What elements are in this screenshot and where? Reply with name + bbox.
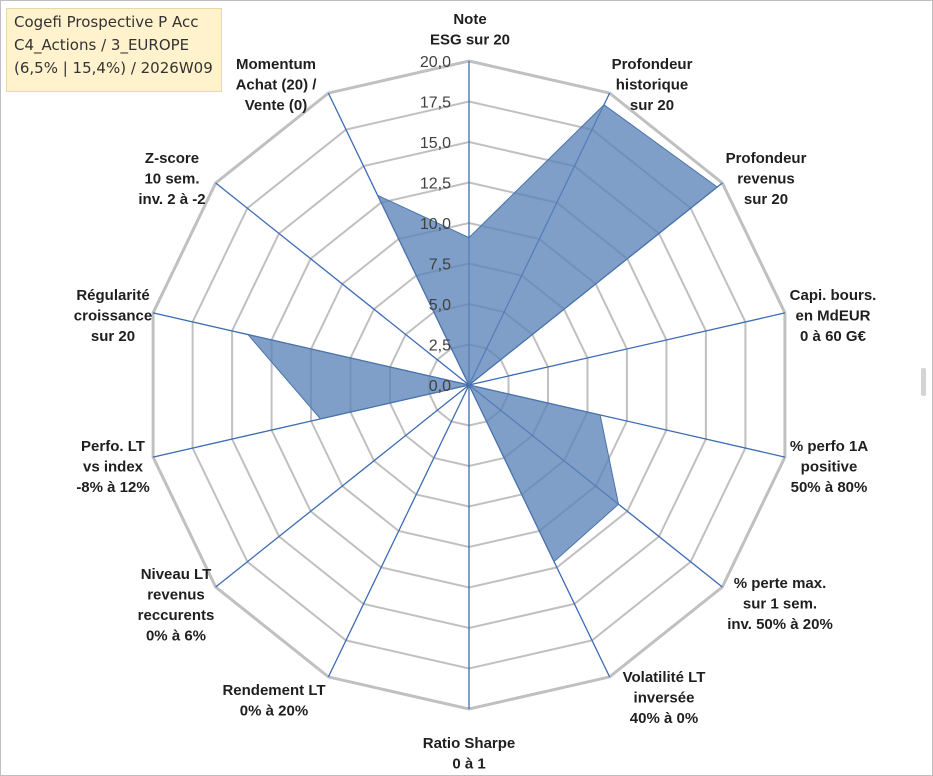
axis-label-line: 0 à 60 G€ [800, 328, 867, 345]
tick-label: 20,0 [420, 54, 451, 71]
tick-label: 12,5 [420, 176, 451, 193]
axis-label: % perfo 1A positive 50% à 80% [790, 438, 869, 496]
axis-label: Perfo. LT vs index -8% à 12% [76, 438, 149, 496]
axis-label-line: inversée [634, 690, 695, 707]
axis-label-line: revenus [147, 587, 205, 604]
axis-label-line: sur 1 sem. [743, 596, 817, 613]
axis-label-line: 0% à 20% [240, 703, 308, 720]
axis-label: Capi. bours. en MdEUR 0 à 60 G€ [790, 287, 877, 345]
axis-label-line: sur 20 [744, 191, 788, 208]
axis-label-line: Niveau LT [141, 566, 212, 583]
tick-label: 0,0 [429, 378, 451, 395]
axis-label-line: historique [616, 77, 689, 94]
axis-spoke [327, 384, 470, 678]
axis-label-line: % perfo 1A [790, 438, 869, 455]
tick-label: 5,0 [429, 297, 451, 314]
axis-label-line: vs index [83, 459, 144, 476]
axis-label-line: Achat (20) / [236, 77, 318, 94]
tick-label: 15,0 [420, 135, 451, 152]
axis-label-line: croissance [74, 308, 152, 325]
axis-label-line: positive [801, 459, 858, 476]
axis-label-line: Profondeur [726, 150, 807, 167]
axis-label: Niveau LT revenus reccurents 0% à 6% [138, 566, 215, 645]
axis-label-line: Capi. bours. [790, 287, 877, 304]
axis-label-line: Ratio Sharpe [423, 735, 516, 752]
axis-label-line: revenus [737, 171, 795, 188]
tick-label: 17,5 [420, 95, 451, 112]
axis-label-line: sur 20 [91, 328, 135, 345]
axis-label-line: Volatilité LT [623, 669, 706, 686]
axis-label-line: Profondeur [612, 56, 693, 73]
axis-label-line: 10 sem. [144, 171, 199, 188]
axis-label-line: 40% à 0% [630, 710, 698, 727]
tick-label: 10,0 [420, 216, 451, 233]
axis-label: Z-score 10 sem. inv. 2 à -2 [138, 150, 205, 208]
axis-label-line: ESG sur 20 [430, 32, 510, 49]
axis-label-line: % perte max. [734, 575, 827, 592]
axis-label-line: Momentum [236, 56, 316, 73]
axis-label: Note ESG sur 20 [430, 11, 510, 49]
fund-category: C4_Actions / 3_EUROPE [14, 36, 190, 54]
tick-label: 2,5 [429, 338, 451, 355]
axis-label: % perte max. sur 1 sem. inv. 50% à 20% [727, 575, 833, 633]
radar-axis-labels: Note ESG sur 20 Profondeur historique sur 20… [74, 11, 877, 773]
axis-label-line: Note [453, 11, 486, 28]
tick-label: 7,5 [429, 257, 451, 274]
axis-label-line: 50% à 80% [791, 479, 868, 496]
axis-label-line: Régularité [76, 287, 149, 304]
axis-label: Rendement LT 0% à 20% [222, 682, 325, 720]
axis-label: Profondeur revenus sur 20 [726, 150, 807, 208]
radar-tick-labels: 0,0 2,5 5,0 7,5 10,0 12,5 15,0 17,5 20,0 [420, 54, 451, 395]
axis-spoke [215, 182, 470, 386]
axis-label-line: sur 20 [630, 97, 674, 114]
axis-label-line: 0% à 6% [146, 628, 206, 645]
axis-label-line: 0 à 1 [452, 756, 485, 773]
axis-label: Ratio Sharpe 0 à 1 [423, 735, 516, 773]
axis-label-line: Z-score [145, 150, 199, 167]
fund-name: Cogefi Prospective P Acc [14, 13, 199, 31]
radar-series [246, 104, 719, 563]
axis-label-line: Vente (0) [245, 97, 308, 114]
axis-label: Momentum Achat (20) / Vente (0) [236, 56, 318, 114]
axis-label: Volatilité LT inversée 40% à 0% [623, 669, 706, 727]
axis-spoke [468, 312, 786, 386]
axis-label: Profondeur historique sur 20 [612, 56, 693, 114]
axis-label-line: en MdEUR [796, 308, 871, 325]
axis-label-line: inv. 2 à -2 [138, 191, 205, 208]
axis-label: Régularité croissance sur 20 [74, 287, 152, 345]
axis-label-line: Perfo. LT [81, 438, 145, 455]
fund-period: (6,5% | 15,4%) / 2026W09 [14, 59, 213, 77]
fund-title-box: Cogefi Prospective P Acc C4_Actions / 3_… [6, 8, 222, 92]
axis-spoke [215, 384, 470, 588]
axis-label-line: Rendement LT [222, 682, 325, 699]
scrollbar-thumb[interactable] [921, 368, 926, 396]
axis-label-line: inv. 50% à 20% [727, 616, 833, 633]
axis-label-line: -8% à 12% [76, 479, 149, 496]
axis-label-line: reccurents [138, 607, 215, 624]
